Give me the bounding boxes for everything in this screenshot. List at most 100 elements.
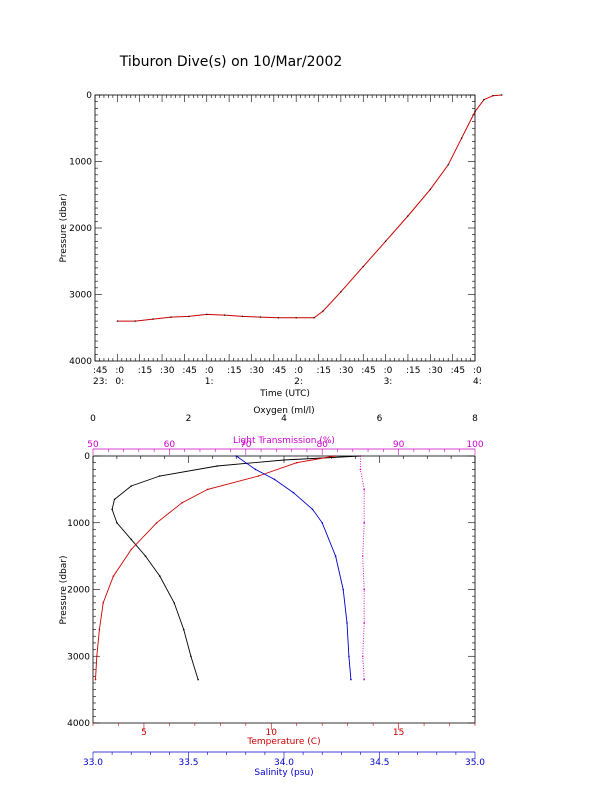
x-tick-label-hour: 1:	[205, 377, 214, 387]
x-tick-label-hour: 4:	[473, 377, 482, 387]
x-tick-label: :15	[317, 366, 331, 376]
temperature-tick-label: 10	[266, 728, 278, 738]
temperature-tick-label: 5	[141, 728, 147, 738]
data-point	[170, 316, 172, 318]
x-tick-label: :15	[227, 366, 241, 376]
x-tick-label: :45	[93, 366, 107, 376]
light-tick-label: 80	[316, 440, 328, 450]
chart-title: Tiburon Dive(s) on 10/Mar/2002	[119, 54, 343, 70]
light-axis-label: Light Transmission (%)	[233, 436, 335, 446]
data-point	[206, 313, 208, 316]
oxygen-point	[159, 475, 161, 477]
oxygen-tick-label: 2	[186, 414, 192, 424]
oxygen-point	[130, 538, 132, 541]
x-tick-label: :0	[294, 366, 303, 376]
oxygen-axis-label: Oxygen (ml/l)	[253, 406, 314, 416]
series-line	[117, 94, 502, 322]
oxygen-point	[197, 678, 199, 681]
light_transmission-point	[361, 655, 364, 658]
oxygen-series	[111, 455, 361, 680]
data-point	[241, 315, 244, 318]
salinity-point	[311, 508, 314, 511]
temperature-point	[112, 575, 115, 577]
data-point	[223, 314, 226, 316]
temperature-point	[295, 461, 298, 464]
y-tick-label: 4000	[69, 357, 92, 367]
oxygen-point	[216, 465, 218, 467]
light-tick-label: 90	[393, 440, 405, 450]
temperature-point	[94, 678, 97, 681]
salinity-point	[273, 478, 276, 481]
salinity-tick-label: 34.5	[369, 758, 389, 768]
x-tick-label: :0	[473, 366, 482, 376]
data-point	[152, 318, 154, 320]
y-tick-label: 2000	[67, 586, 90, 596]
data-point	[483, 99, 485, 101]
data-point	[429, 188, 431, 191]
profile-chart: 0 1000 2000 3000 4000 Pressure (dbar) 0 2 4 6 8 Oxy…	[59, 406, 485, 778]
light-tick-label: 100	[466, 440, 483, 450]
data-point	[492, 95, 494, 97]
oxygen-point	[283, 459, 285, 461]
x-axis-label: Time (UTC)	[259, 389, 310, 399]
y-tick-label: 2000	[69, 224, 92, 234]
salinity-tick-label: 35.0	[465, 758, 485, 768]
temperature-point	[334, 455, 336, 457]
temperature-point	[181, 501, 183, 504]
light-tick-label: 50	[87, 440, 99, 450]
data-point	[116, 320, 119, 322]
temperature-point	[206, 488, 209, 491]
x-tick-label: :0	[384, 366, 393, 376]
oxygen-point	[144, 555, 147, 557]
temperature-point	[130, 548, 132, 551]
light_transmission-point	[359, 468, 362, 471]
x-tick-label: :30	[249, 366, 264, 376]
y-tick-label: 4000	[67, 719, 90, 729]
x-tick-label: :45	[272, 366, 286, 376]
x-tick-label: :0	[115, 366, 124, 376]
plot-frame	[94, 94, 476, 362]
salinity-point	[350, 678, 352, 681]
salinity-tick-label: 33.5	[178, 758, 198, 768]
light_transmission-point	[363, 488, 366, 491]
salinity-point	[342, 588, 345, 591]
salinity-tick-label: 34.0	[274, 758, 294, 768]
light_transmission-point	[361, 555, 364, 557]
light-tick-label: 60	[164, 440, 176, 450]
oxygen-point	[130, 485, 132, 487]
oxygen-point	[111, 508, 113, 511]
oxygen-point	[116, 522, 118, 524]
salinity-point	[235, 455, 238, 457]
light_transmission-point	[363, 588, 366, 591]
x-tick-label-hour: 3:	[384, 377, 393, 387]
temperature-point	[257, 475, 260, 477]
salinity-point	[254, 468, 257, 471]
data-point	[313, 317, 315, 319]
data-point	[362, 265, 364, 268]
temperature-point	[102, 602, 104, 604]
temperature-point	[155, 522, 158, 524]
data-point	[188, 315, 190, 318]
oxygen-tick-label: 6	[377, 414, 383, 424]
oxygen-tick-label: 8	[472, 414, 478, 424]
y-axis-label: Pressure (dbar)	[59, 556, 69, 625]
x-tick-label: :15	[406, 366, 420, 376]
oxygen-point	[182, 628, 185, 631]
oxygen-tick-label: 0	[90, 414, 96, 424]
oxygen-tick-label: 4	[281, 414, 287, 424]
salinity-point	[346, 622, 348, 624]
temperature-point	[98, 628, 101, 631]
y-axis-label: Pressure (dbar)	[59, 194, 69, 263]
y-tick-label: 1000	[69, 158, 92, 168]
data-point	[384, 240, 387, 242]
data-point	[460, 137, 463, 139]
salinity-point	[348, 655, 350, 658]
salinity-point	[292, 491, 295, 494]
x-tick-label-hour: 0:	[115, 377, 124, 387]
light_transmission-point	[359, 455, 362, 457]
x-tick-label: :45	[451, 366, 465, 376]
y-tick-label: 0	[86, 91, 92, 101]
salinity-series	[236, 455, 352, 680]
